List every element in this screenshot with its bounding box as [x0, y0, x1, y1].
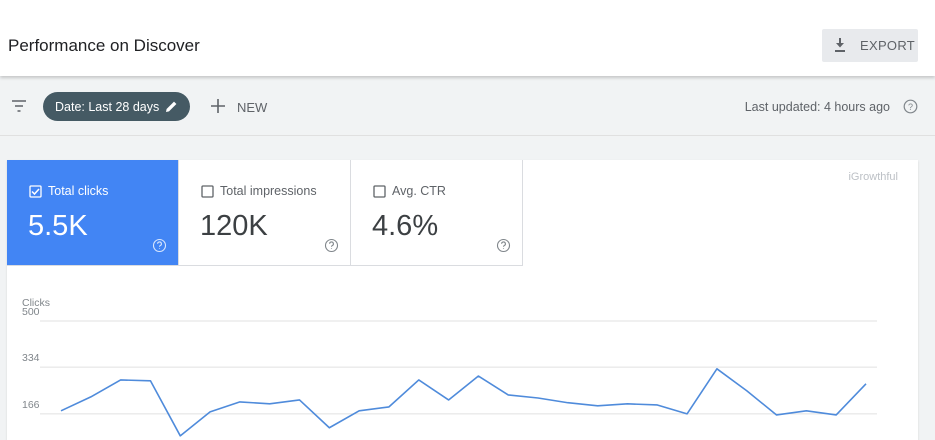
- metric-label: Avg. CTR: [392, 184, 446, 198]
- download-icon: [835, 38, 845, 52]
- date-filter-chip[interactable]: Date: Last 28 days: [43, 92, 190, 121]
- metric-value: 4.6%: [372, 210, 439, 242]
- help-circle: [324, 238, 339, 253]
- help-mark: [157, 241, 162, 249]
- checkmark: [31, 188, 40, 196]
- header: Performance on Discover EXPORT: [0, 0, 935, 76]
- metric-label: Total clicks: [48, 184, 109, 198]
- line-series: [60, 368, 867, 437]
- checkbox-box: [201, 185, 214, 198]
- help-mark: [501, 241, 506, 249]
- checkbox: [373, 185, 386, 198]
- last-updated: Last updated: 4 hours ago: [744, 100, 890, 114]
- filter-icon[interactable]: [11, 99, 27, 113]
- y-tick-label: 500: [22, 306, 40, 318]
- help-icon[interactable]: ?: [903, 99, 918, 114]
- metric-card[interactable]: Avg. CTR 4.6%: [351, 160, 523, 266]
- export-button[interactable]: EXPORT: [822, 29, 918, 62]
- checkbox: [29, 185, 42, 198]
- checkbox-box: [29, 185, 42, 198]
- help-mark: [329, 241, 334, 249]
- help-circle: [152, 238, 167, 253]
- y-tick-label: 334: [22, 352, 40, 364]
- y-axis-label: Clicks: [22, 297, 50, 309]
- toolbar: Date: Last 28 days NEW Last updated: 4 h…: [0, 77, 935, 136]
- help-icon[interactable]: [152, 238, 167, 253]
- metric-card[interactable]: Total clicks 5.5K: [7, 160, 179, 266]
- plus-icon: [211, 99, 225, 113]
- help-icon[interactable]: [496, 238, 511, 253]
- checkbox-box: [373, 185, 386, 198]
- metric-value: 5.5K: [28, 210, 88, 242]
- export-label: EXPORT: [860, 38, 916, 53]
- performance-panel: iGrowthful Total clicks 5.5K Total impress…: [7, 160, 918, 440]
- checkbox: [201, 185, 214, 198]
- help-icon[interactable]: [324, 238, 339, 253]
- metric-value: 120K: [200, 210, 268, 242]
- svg-text:?: ?: [908, 102, 913, 112]
- page-title: Performance on Discover: [8, 36, 200, 55]
- watermark: iGrowthful: [848, 171, 898, 183]
- y-tick-label: 166: [22, 399, 40, 411]
- date-filter-label: Date: Last 28 days: [55, 100, 160, 114]
- metric-label: Total impressions: [220, 184, 317, 198]
- help-circle: [496, 238, 511, 253]
- new-label: NEW: [237, 100, 268, 115]
- chart: Clicks 166 334 500: [22, 297, 877, 437]
- metric-card[interactable]: Total impressions 120K: [179, 160, 351, 266]
- edit-icon: [166, 101, 177, 112]
